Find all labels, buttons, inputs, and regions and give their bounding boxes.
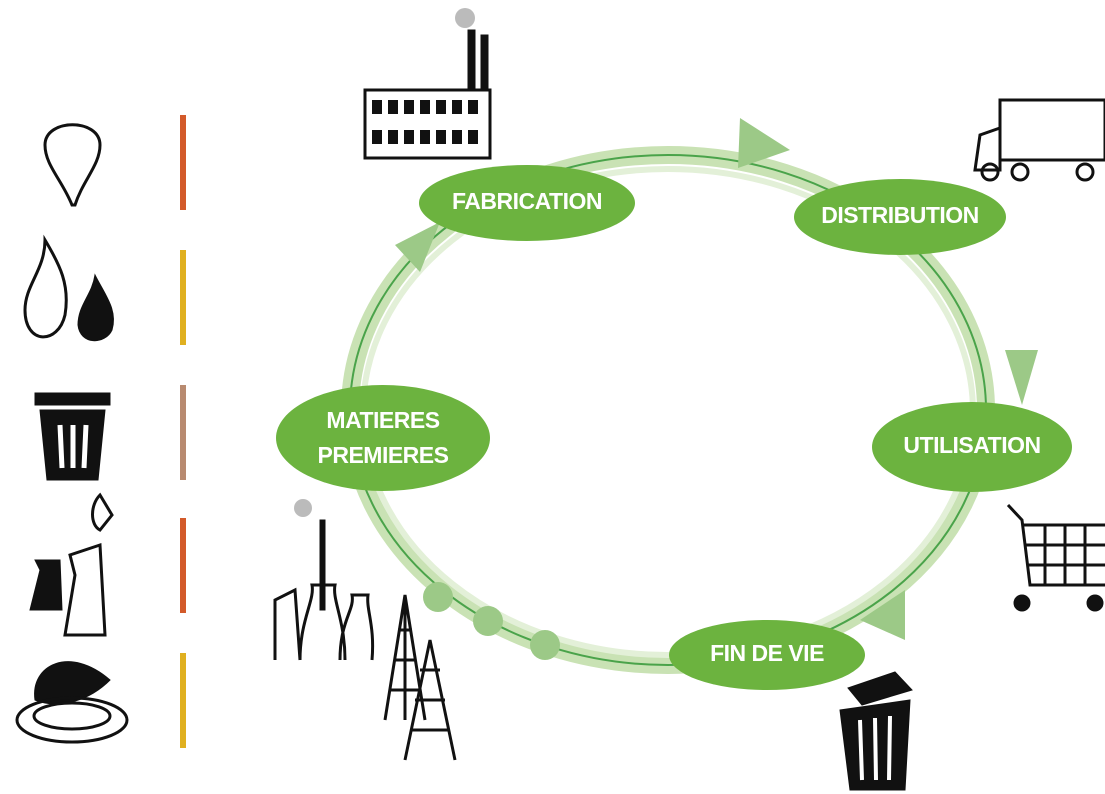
drop bbox=[78, 275, 114, 341]
trailer bbox=[1000, 100, 1105, 160]
node: UTILISATION bbox=[872, 402, 1072, 492]
truck-icon bbox=[975, 100, 1105, 180]
ripple bbox=[34, 703, 110, 729]
wheel bbox=[1077, 164, 1093, 180]
indicator-bar bbox=[180, 115, 186, 210]
wheel bbox=[1014, 595, 1030, 611]
node-label: UTILISATION bbox=[903, 432, 1040, 458]
bulb-icon bbox=[45, 125, 100, 205]
dot bbox=[530, 630, 560, 660]
node: MATIERES PREMIERES bbox=[276, 385, 490, 491]
node-label: PREMIERES bbox=[318, 442, 449, 468]
node: FABRICATION bbox=[419, 165, 635, 241]
indicator-bars bbox=[180, 115, 186, 748]
node-label: DISTRIBUTION bbox=[821, 202, 979, 228]
node-label: FIN DE VIE bbox=[710, 640, 824, 666]
derrick bbox=[405, 640, 455, 760]
tower bbox=[65, 545, 105, 635]
plant-icon bbox=[275, 499, 373, 660]
tower bbox=[30, 560, 62, 610]
steam bbox=[93, 495, 113, 530]
bin-icon bbox=[840, 672, 912, 790]
life-cycle-diagram: FABRICATION DISTRIBUTION UTILISATION FIN… bbox=[0, 0, 1105, 794]
node: FIN DE VIE bbox=[669, 620, 865, 690]
chimney bbox=[481, 35, 488, 90]
arrow-head bbox=[1005, 350, 1038, 405]
dot bbox=[473, 606, 503, 636]
page: FABRICATION DISTRIBUTION UTILISATION FIN… bbox=[0, 0, 1105, 794]
smoke bbox=[294, 499, 312, 517]
drop bbox=[25, 240, 66, 337]
node-shape bbox=[276, 385, 490, 491]
indicator-bar bbox=[180, 653, 186, 748]
node-label: FABRICATION bbox=[452, 188, 602, 214]
indicator-bar bbox=[180, 385, 186, 480]
wheel bbox=[1012, 164, 1028, 180]
leaf-icon bbox=[17, 662, 127, 742]
chimney bbox=[468, 30, 475, 90]
windows bbox=[372, 100, 478, 144]
lid bbox=[35, 393, 110, 405]
wheel bbox=[1087, 595, 1103, 611]
node: DISTRIBUTION bbox=[794, 179, 1006, 255]
ripple bbox=[17, 698, 127, 742]
chimney bbox=[320, 520, 325, 610]
wheel bbox=[982, 164, 998, 180]
cart-icon bbox=[1008, 505, 1105, 611]
lid bbox=[848, 672, 912, 705]
factory-icon bbox=[365, 8, 490, 158]
node-label: MATIERES bbox=[326, 407, 439, 433]
bulb bbox=[45, 125, 100, 205]
indicator-bar bbox=[180, 250, 186, 345]
derrick-icon bbox=[385, 595, 455, 760]
cooling-tower-icon bbox=[30, 495, 112, 635]
basket bbox=[1008, 505, 1105, 585]
trash-icon bbox=[35, 393, 110, 480]
drops-icon bbox=[25, 240, 114, 341]
smoke bbox=[455, 8, 475, 28]
indicator-bar bbox=[180, 518, 186, 613]
dot bbox=[423, 582, 453, 612]
